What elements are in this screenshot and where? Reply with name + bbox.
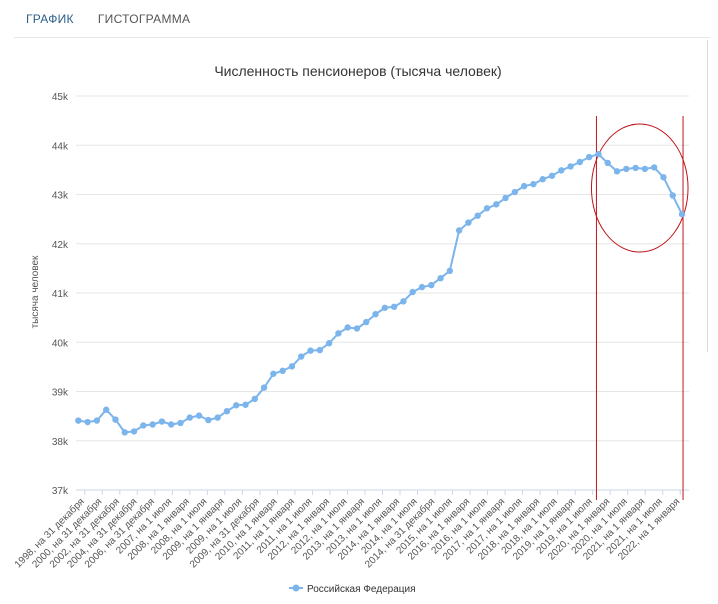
- data-point[interactable]: [483, 205, 491, 212]
- data-point[interactable]: [158, 418, 166, 425]
- data-point[interactable]: [298, 353, 305, 360]
- legend-marker-dot: [292, 584, 300, 592]
- data-point[interactable]: [400, 298, 407, 305]
- data-point[interactable]: [409, 288, 416, 296]
- data-point[interactable]: [205, 416, 212, 424]
- data-point[interactable]: [353, 325, 361, 332]
- data-point[interactable]: [567, 163, 574, 170]
- data-point[interactable]: [604, 159, 611, 167]
- y-axis-label: тысяча человек: [30, 255, 41, 328]
- data-point[interactable]: [669, 192, 676, 199]
- data-point[interactable]: [288, 363, 296, 370]
- data-point[interactable]: [520, 182, 528, 190]
- data-point[interactable]: [372, 310, 379, 318]
- y-tick-label: 44k: [52, 141, 69, 152]
- y-tick-label: 37k: [52, 486, 69, 497]
- data-point[interactable]: [149, 421, 156, 428]
- data-point[interactable]: [186, 414, 193, 421]
- data-point[interactable]: [530, 180, 537, 188]
- y-tick-label: 43k: [52, 191, 69, 202]
- data-point[interactable]: [363, 318, 370, 326]
- data-point[interactable]: [502, 194, 509, 202]
- data-point[interactable]: [130, 428, 138, 435]
- page-scroll-edge: [707, 40, 708, 352]
- tabs-underline: [14, 37, 710, 38]
- data-point[interactable]: [84, 418, 91, 426]
- data-point[interactable]: [335, 330, 342, 337]
- data-point[interactable]: [177, 419, 184, 427]
- x-tick-label: 2002, на 31 декабря: [47, 496, 122, 571]
- data-point[interactable]: [223, 408, 231, 415]
- tab-histogram[interactable]: ГИСТОГРАММА: [97, 12, 191, 26]
- y-tick-label: 38k: [52, 437, 69, 448]
- data-point[interactable]: [344, 324, 351, 331]
- data-point[interactable]: [112, 416, 119, 423]
- data-point[interactable]: [437, 275, 444, 282]
- data-point[interactable]: [623, 165, 630, 173]
- data-point[interactable]: [474, 212, 481, 219]
- data-point[interactable]: [102, 406, 110, 413]
- data-point[interactable]: [595, 150, 602, 158]
- data-point[interactable]: [93, 417, 101, 424]
- data-point[interactable]: [418, 283, 426, 291]
- data-point[interactable]: [121, 429, 128, 436]
- data-point[interactable]: [75, 417, 82, 424]
- data-point[interactable]: [270, 370, 277, 377]
- data-point[interactable]: [195, 412, 203, 419]
- data-point[interactable]: [307, 347, 314, 354]
- data-point[interactable]: [455, 227, 463, 234]
- chart-tabs: ГРАФИК ГИСТОГРАММА: [14, 0, 202, 38]
- data-point[interactable]: [233, 402, 240, 409]
- y-tick-label: 41k: [52, 289, 69, 300]
- data-point[interactable]: [539, 176, 546, 183]
- data-point[interactable]: [446, 267, 454, 275]
- data-point[interactable]: [641, 165, 649, 173]
- data-point[interactable]: [585, 153, 593, 161]
- legend-label[interactable]: Российская Федерация: [307, 584, 416, 595]
- data-point[interactable]: [316, 346, 324, 354]
- data-point[interactable]: [428, 281, 435, 289]
- data-point[interactable]: [465, 219, 472, 226]
- data-point[interactable]: [251, 395, 258, 403]
- data-point[interactable]: [632, 164, 639, 172]
- data-point[interactable]: [381, 304, 389, 311]
- data-point[interactable]: [242, 401, 249, 408]
- data-point[interactable]: [660, 174, 667, 181]
- y-tick-label: 45k: [52, 92, 69, 103]
- data-point[interactable]: [613, 168, 621, 175]
- data-point[interactable]: [140, 422, 147, 429]
- y-tick-label: 39k: [52, 388, 69, 399]
- data-point[interactable]: [511, 188, 519, 196]
- data-point[interactable]: [390, 303, 398, 310]
- annotation-ellipse: [590, 123, 689, 253]
- y-tick-label: 42k: [52, 240, 69, 251]
- data-point[interactable]: [548, 172, 556, 179]
- data-point[interactable]: [279, 367, 286, 375]
- data-point[interactable]: [214, 414, 221, 421]
- y-tick-label: 40k: [52, 338, 69, 349]
- data-point[interactable]: [325, 340, 333, 347]
- data-point[interactable]: [260, 384, 268, 391]
- chart-title: Численность пенсионеров (тысяча человек): [214, 63, 501, 79]
- data-point[interactable]: [558, 167, 565, 174]
- data-point[interactable]: [576, 158, 584, 166]
- data-point[interactable]: [168, 421, 175, 428]
- data-point[interactable]: [650, 164, 658, 171]
- data-point[interactable]: [678, 211, 686, 218]
- data-point[interactable]: [493, 201, 500, 208]
